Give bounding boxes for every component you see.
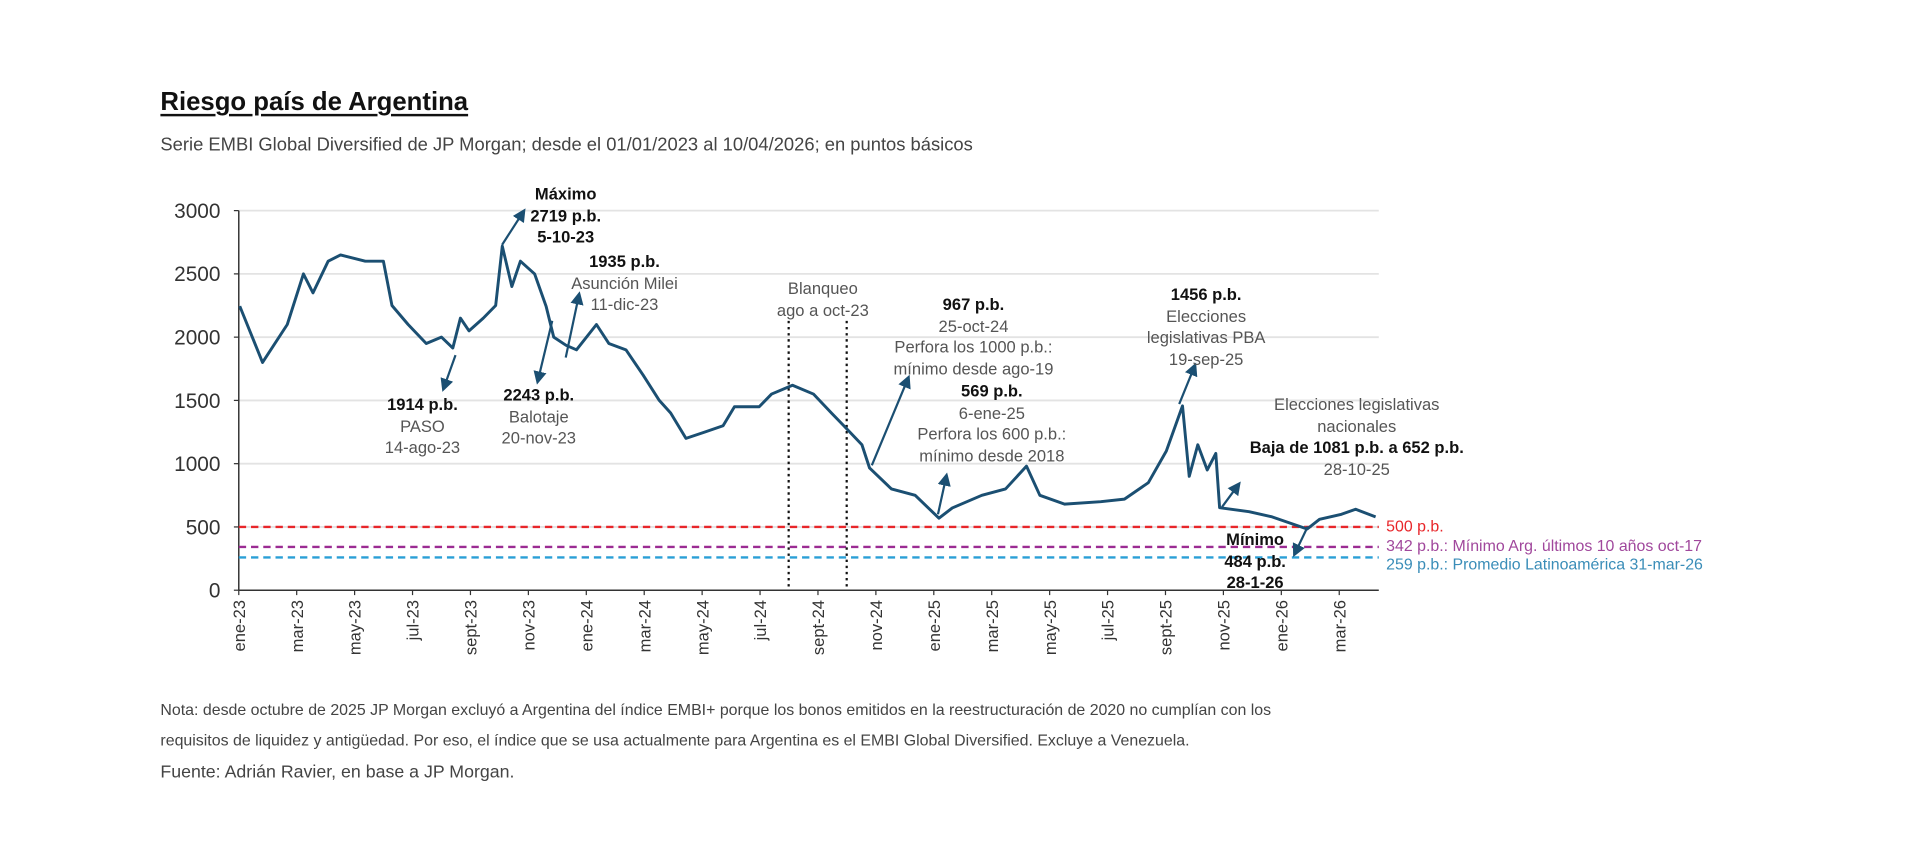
annotation-text: 11-dic-23 <box>590 295 659 314</box>
arrow-569 <box>936 472 951 515</box>
ref-label-259: 259 p.b.: Promedio Latinoamérica 31-mar-… <box>1386 554 1703 574</box>
annotation-text: 28-1-26 <box>1226 573 1284 592</box>
annotation-text: 25-oct-24 <box>938 316 1009 335</box>
annotation-text: Balotaje <box>508 407 569 426</box>
x-tick-label: nov-23 <box>519 600 538 651</box>
annotation-text: Perfora los 600 p.b.: <box>917 424 1067 444</box>
x-tick-label: ene-24 <box>577 600 596 651</box>
y-tick-label: 1500 <box>174 390 220 413</box>
annotation-text: 484 p.b. <box>1224 551 1286 571</box>
x-tick-label: sept-25 <box>1157 600 1176 655</box>
annotation-maximo: Máximo 2719 p.b. 5-10-23 <box>530 184 601 248</box>
annotation-minimo: Mínimo 484 p.b. 28-1-26 <box>1224 529 1286 593</box>
annotation-blanqueo: Blanqueo ago a oct-23 <box>777 278 869 321</box>
y-tick-label: 3000 <box>174 200 220 223</box>
x-tick-label: ene-26 <box>1272 600 1291 651</box>
x-tick-label: nov-24 <box>867 600 886 651</box>
series-line <box>238 244 1377 531</box>
note-line-2: requisitos de liquidez y antigüedad. Por… <box>160 731 1190 750</box>
annotation-967: 967 p.b. 25-oct-24 Perfora los 1000 p.b.… <box>894 294 1054 380</box>
annotation-text: Blanqueo <box>787 279 858 298</box>
y-tick-label: 2000 <box>174 326 220 349</box>
arrow-1456 <box>1178 362 1198 405</box>
annotation-text: PASO <box>400 416 445 436</box>
ref-label-500: 500 p.b. <box>1386 516 1444 536</box>
annotation-milei: 1935 p.b. Asunción Milei 11-dic-23 <box>571 251 678 315</box>
x-tick-label: may-25 <box>1041 600 1060 655</box>
y-tick-label: 0 <box>209 580 221 603</box>
annotation-text: legislativas PBA <box>1146 328 1266 347</box>
x-tick-label: ene-23 <box>230 600 249 651</box>
arrow-balotaje <box>533 320 554 385</box>
annotation-text: 569 p.b. <box>961 382 1023 401</box>
y-tick-label: 1000 <box>174 453 220 476</box>
x-tick-label: sept-24 <box>809 600 828 655</box>
x-tick-label: may-24 <box>693 600 712 655</box>
annotation-nacionales: Elecciones legislativas nacionales Baja … <box>1250 394 1464 480</box>
annotation-text: Perfora los 1000 p.b.: <box>894 337 1053 357</box>
ref-label-342: 342 p.b.: Mínimo Arg. últimos 10 años oc… <box>1386 536 1703 555</box>
arrow-baja <box>1221 481 1241 508</box>
x-tick-label: mar-25 <box>983 600 1002 652</box>
x-tick-label: ene-25 <box>925 600 944 651</box>
chart-subtitle: Serie EMBI Global Diversified de JP Morg… <box>160 134 973 156</box>
arrow-maximo <box>501 208 526 246</box>
x-tick-label: jul-23 <box>404 600 423 641</box>
x-tick-label: may-23 <box>346 600 365 655</box>
source-note: Fuente: Adrián Ravier, en base a JP Morg… <box>160 762 515 783</box>
annotation-text: 28-10-25 <box>1323 459 1390 479</box>
annotation-text: 1935 p.b. <box>589 252 660 271</box>
annotation-text: 19-sep-25 <box>1168 349 1244 368</box>
annotation-text: 6-ene-25 <box>958 403 1025 422</box>
annotation-text: 2243 p.b. <box>503 385 575 405</box>
note-line-1: Nota: desde octubre de 2025 JP Morgan ex… <box>160 700 1272 719</box>
annotation-text: Baja de 1081 p.b. a 652 p.b. <box>1249 438 1464 457</box>
annotation-text: 14-ago-23 <box>384 438 461 457</box>
annotation-text: Elecciones legislativas <box>1274 395 1440 414</box>
annotation-text: mínimo desde 2018 <box>919 446 1065 465</box>
annotation-text: 1456 p.b. <box>1170 285 1242 304</box>
y-tick-label: 500 <box>186 516 221 539</box>
annotation-text: Máximo <box>534 184 597 204</box>
x-tick-label: mar-24 <box>635 600 654 652</box>
arrow-minimo <box>1292 526 1309 558</box>
annotation-1456: 1456 p.b. Elecciones legislativas PBA 19… <box>1147 284 1266 370</box>
x-tick-label: mar-23 <box>288 600 307 652</box>
x-tick-label: mar-26 <box>1330 600 1349 652</box>
annotation-paso: 1914 p.b. PASO 14-ago-23 <box>385 394 460 458</box>
x-tick-label: jul-25 <box>1099 600 1118 641</box>
arrow-paso <box>440 354 457 392</box>
x-tick-label: jul-24 <box>751 600 770 641</box>
annotation-text: nacionales <box>1317 416 1397 436</box>
annotation-text: 5-10-23 <box>537 227 595 247</box>
annotation-text: Asunción Milei <box>571 273 678 293</box>
arrow-milei <box>564 291 584 358</box>
annotation-text: ago a oct-23 <box>776 300 869 319</box>
annotation-balotaje: 2243 p.b. Balotaje 20-nov-23 <box>502 384 576 448</box>
annotation-text: 1914 p.b. <box>387 395 458 414</box>
annotation-text: 2719 p.b. <box>530 206 602 225</box>
annotation-text: 20-nov-23 <box>501 428 577 447</box>
annotation-text: Elecciones <box>1166 306 1247 326</box>
y-tick-label: 2500 <box>174 263 220 286</box>
annotation-text: mínimo desde ago-19 <box>893 359 1054 378</box>
chart-title: Riesgo país de Argentina <box>160 88 469 117</box>
x-tick-label: sept-23 <box>462 600 481 655</box>
annotation-text: Mínimo <box>1226 530 1285 549</box>
annotation-text: 967 p.b. <box>942 295 1005 314</box>
annotation-569: 569 p.b. 6-ene-25 Perfora los 600 p.b.: … <box>917 381 1066 467</box>
arrow-967 <box>870 374 911 466</box>
x-tick-label: nov-25 <box>1215 600 1234 651</box>
